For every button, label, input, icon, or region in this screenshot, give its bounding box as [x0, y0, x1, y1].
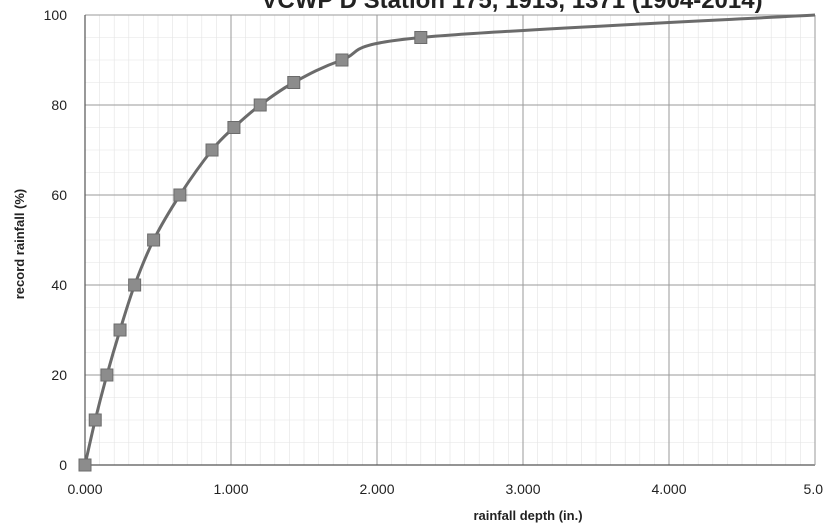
y-tick-label: 100	[44, 7, 68, 23]
chart-title: VCWP D Station 175, 1913, 1371 (1904-201…	[261, 0, 762, 14]
data-point-marker	[88, 413, 102, 427]
data-point-marker	[414, 31, 428, 44]
x-tick-label: 0.000	[67, 481, 102, 497]
y-tick-label: 60	[51, 187, 67, 203]
y-tick-label: 40	[51, 277, 67, 293]
y-axis-label: record rainfall (%)	[12, 189, 27, 300]
tick-labels: 0.000 1.000 2.000 3.000 4.000 5.0 0 20 40 60 80 100	[44, 7, 824, 497]
data-point-marker	[147, 233, 161, 247]
x-tick-label: 5.0	[804, 481, 824, 497]
axes	[84, 15, 816, 466]
x-tick-label: 3.000	[505, 481, 540, 497]
series-markers	[78, 31, 428, 472]
series-line	[83, 13, 816, 466]
data-point-marker	[78, 458, 92, 472]
grid	[84, 14, 816, 466]
data-point-marker	[335, 53, 349, 67]
y-tick-label: 20	[51, 367, 67, 383]
y-tick-label: 0	[59, 457, 67, 473]
data-point-marker	[287, 76, 301, 89]
data-point-marker	[205, 143, 219, 157]
data-point-marker	[128, 278, 142, 292]
data-point-marker	[100, 368, 114, 382]
data-point-marker	[227, 121, 241, 134]
x-axis-label: rainfall depth (in.)	[473, 508, 582, 523]
data-point-marker	[113, 323, 127, 337]
data-point-marker	[253, 98, 267, 112]
data-point-marker	[173, 188, 187, 202]
y-tick-label: 80	[51, 97, 67, 113]
x-tick-label: 4.000	[651, 481, 686, 497]
x-tick-label: 2.000	[359, 481, 394, 497]
x-tick-label: 1.000	[213, 481, 248, 497]
